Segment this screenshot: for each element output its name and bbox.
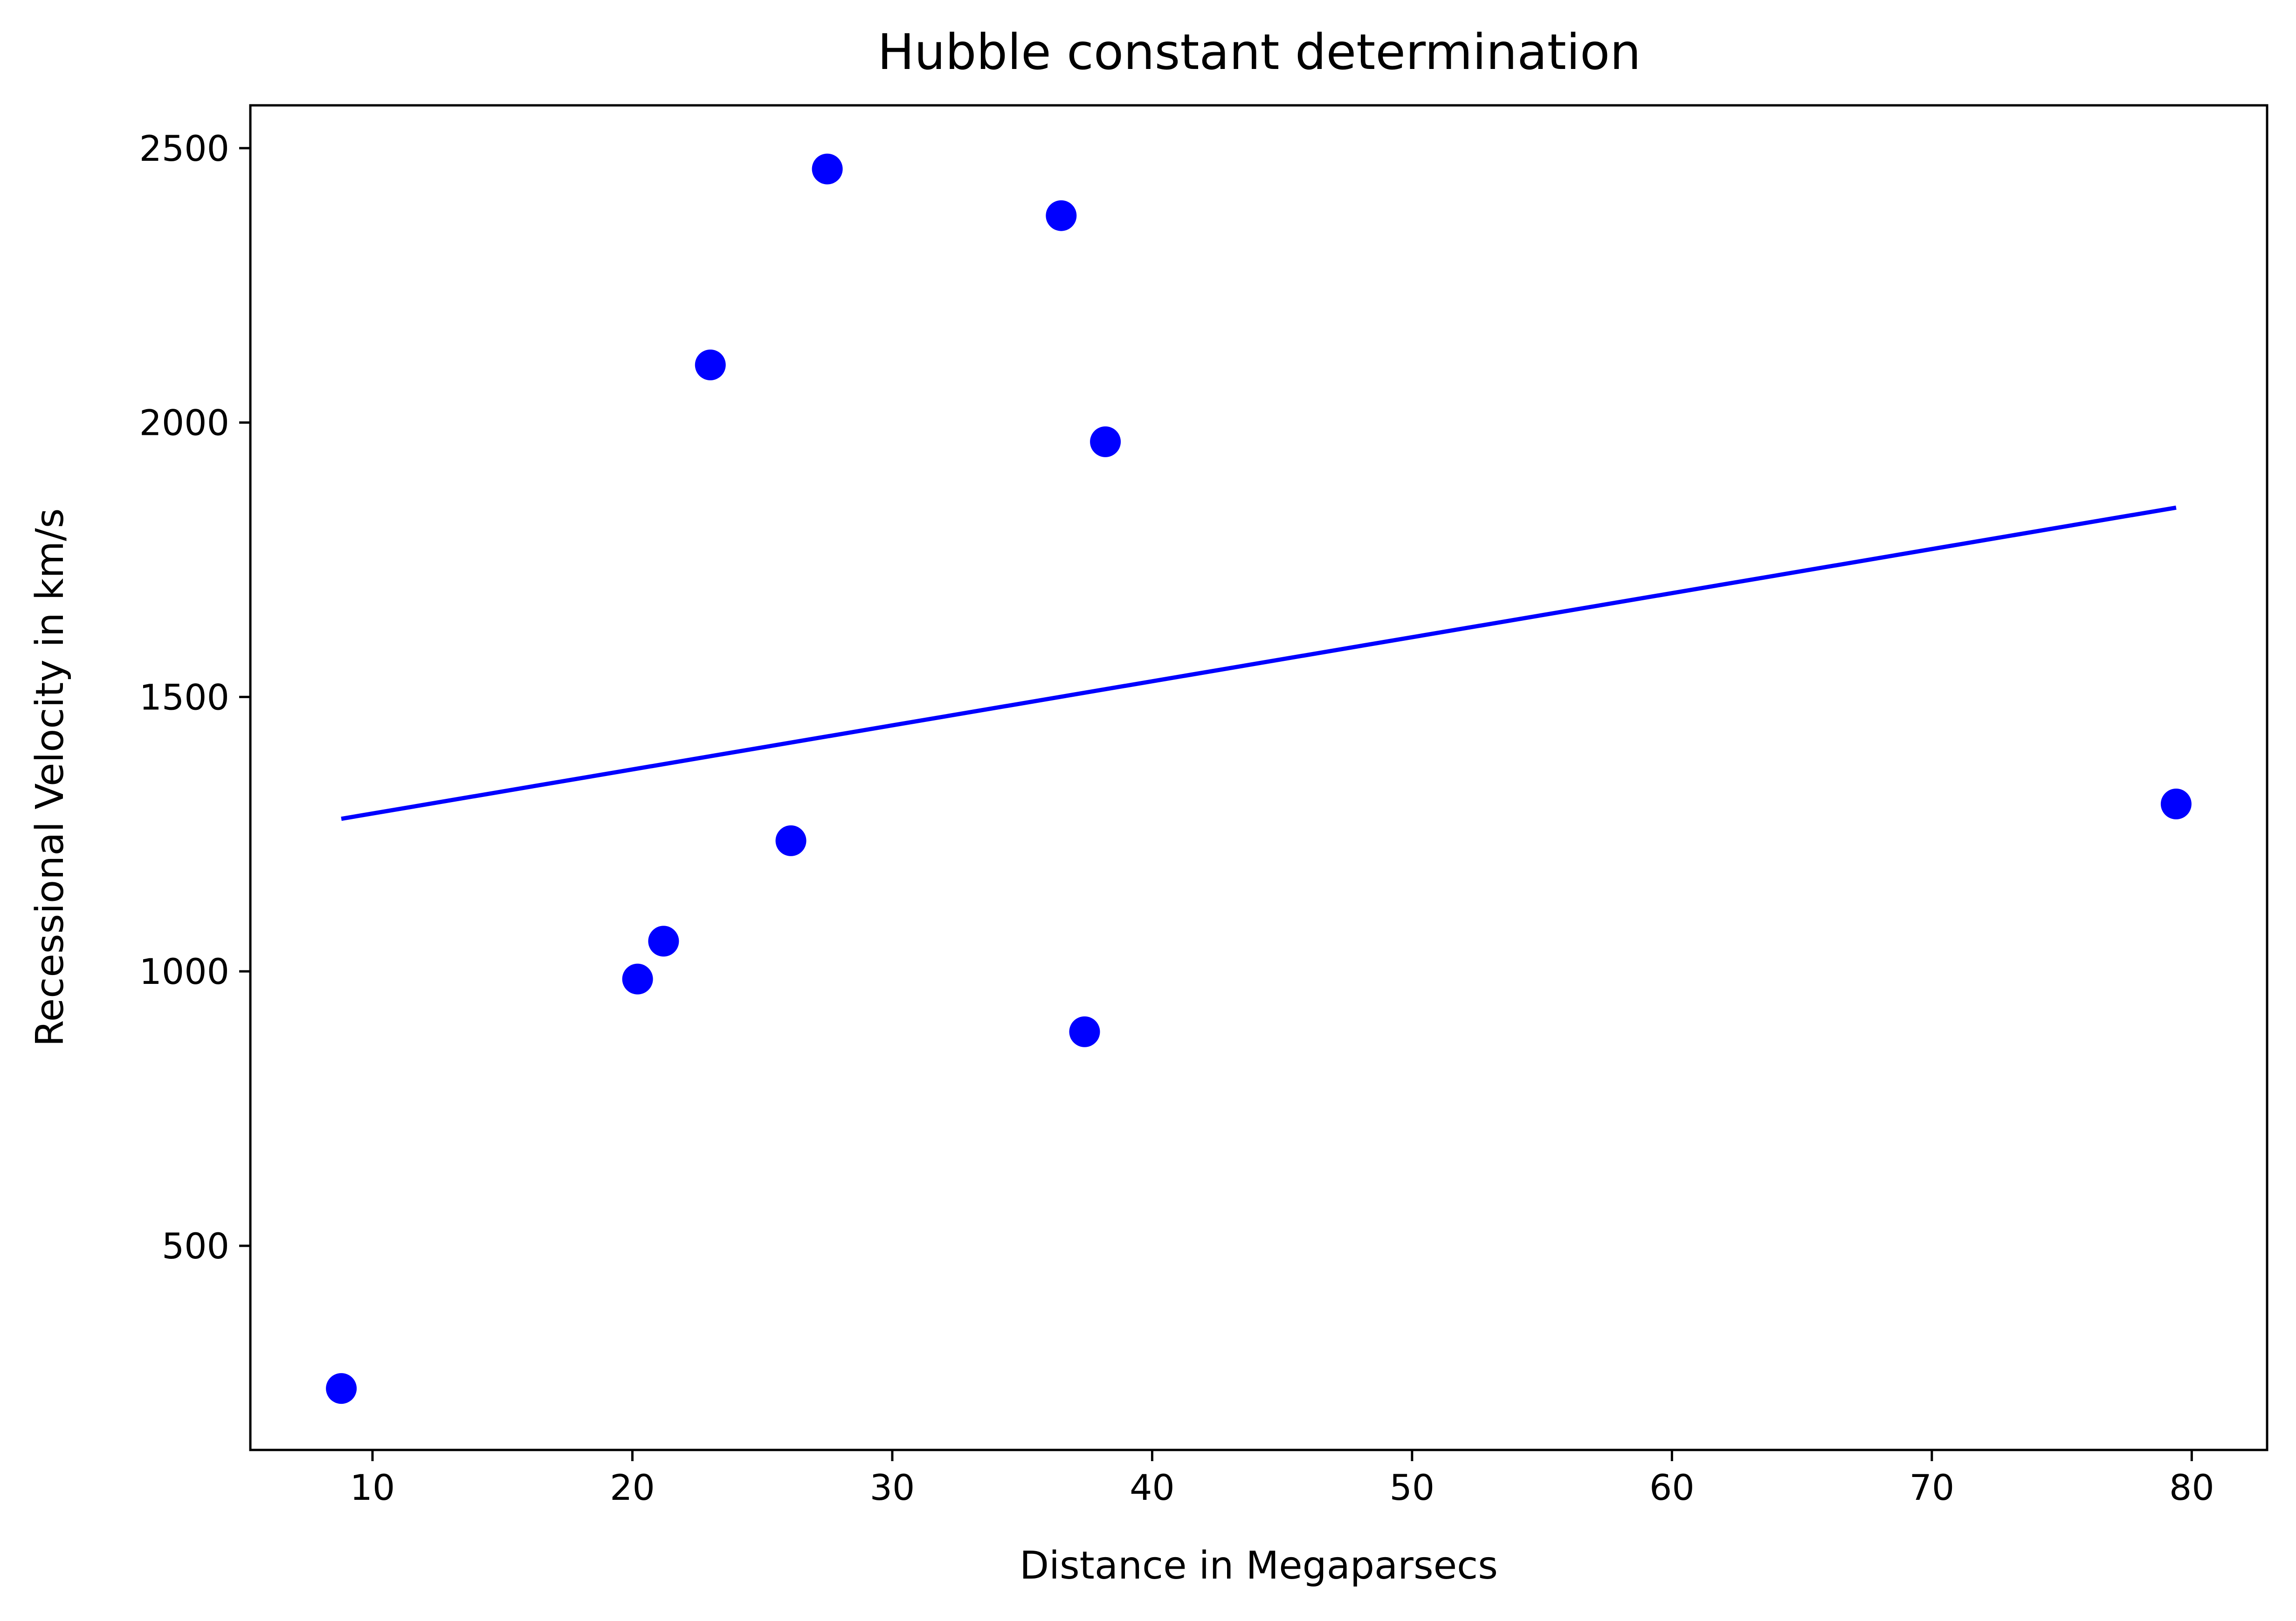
- data-point-1: [326, 1373, 357, 1404]
- data-point-9: [1090, 426, 1121, 457]
- data-point-10: [2160, 789, 2192, 820]
- data-point-6: [812, 153, 843, 185]
- data-point-2: [622, 963, 653, 995]
- y-axis: 500 1000 1500 2000 2500: [139, 128, 250, 1267]
- x-tick-label-70: 70: [1909, 1467, 1954, 1508]
- fit-line: [341, 505, 2177, 821]
- chart-title: Hubble constant determination: [877, 24, 1641, 81]
- x-tick-label-30: 30: [870, 1467, 915, 1508]
- x-axis: 10 20 30 40 50 60 70 80: [350, 1450, 2214, 1508]
- x-tick-label-80: 80: [2169, 1467, 2214, 1508]
- data-point-7: [1046, 200, 1077, 231]
- y-tick-label-2500: 2500: [139, 128, 229, 169]
- data-point-4: [695, 349, 726, 380]
- x-axis-label: Distance in Megaparsecs: [1020, 1544, 1498, 1588]
- x-tick-label-10: 10: [350, 1467, 395, 1508]
- plot-area-frame: [249, 104, 2268, 1451]
- x-tick-label-50: 50: [1390, 1467, 1435, 1508]
- data-point-3: [648, 926, 679, 957]
- data-point-8: [1069, 1016, 1100, 1047]
- y-tick-label-1500: 1500: [139, 676, 229, 718]
- y-tick-label-2000: 2000: [139, 402, 229, 444]
- x-tick-label-60: 60: [1649, 1467, 1695, 1508]
- x-tick-label-40: 40: [1130, 1467, 1175, 1508]
- x-tick-label-20: 20: [610, 1467, 655, 1508]
- data-point-5: [775, 825, 807, 856]
- plot-marks: [326, 153, 2192, 1404]
- y-tick-label-1000: 1000: [139, 951, 229, 992]
- y-axis-label: Recessional Velocity in km/s: [28, 508, 72, 1046]
- y-tick-label-500: 500: [162, 1225, 229, 1267]
